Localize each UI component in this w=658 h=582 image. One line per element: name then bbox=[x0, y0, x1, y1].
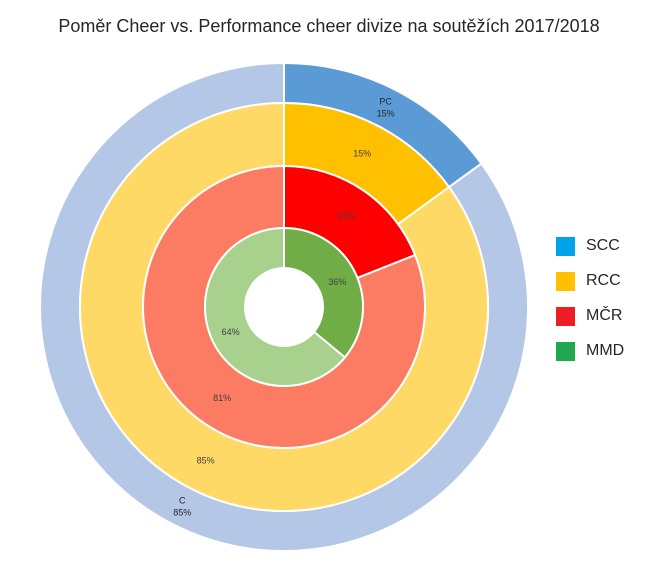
slice-value-label: 15% bbox=[353, 148, 371, 158]
legend-item: SCC bbox=[556, 236, 624, 256]
legend-item: MMD bbox=[556, 341, 624, 361]
legend-swatch bbox=[556, 236, 575, 256]
legend-label: SCC bbox=[586, 237, 620, 254]
slice-value-label: 85% bbox=[173, 508, 191, 518]
legend-label: RCC bbox=[586, 272, 621, 289]
slice-category-label: PC bbox=[379, 96, 392, 106]
legend-item: RCC bbox=[556, 271, 624, 291]
legend-swatch bbox=[556, 271, 575, 291]
chart-title: Poměr Cheer vs. Performance cheer divize… bbox=[58, 16, 600, 36]
slice-value-label: 81% bbox=[213, 393, 231, 403]
slice-value-label: 64% bbox=[222, 327, 240, 337]
legend-swatch bbox=[556, 306, 575, 326]
slice-value-label: 85% bbox=[197, 456, 215, 466]
slice-value-label: 19% bbox=[337, 211, 355, 221]
ring-3-slice-c bbox=[204, 226, 347, 387]
legend-label: MČR bbox=[586, 307, 623, 324]
legend-item: MČR bbox=[556, 306, 624, 326]
legend-label: MMD bbox=[586, 342, 625, 359]
slice-value-label: 15% bbox=[377, 108, 395, 118]
slice-category-label: C bbox=[179, 496, 186, 506]
slice-value-label: 36% bbox=[328, 277, 346, 287]
ring-3-slice-pc bbox=[283, 226, 364, 359]
legend-swatch bbox=[556, 341, 575, 361]
chart-legend: SCC RCC MČR MMD bbox=[556, 236, 624, 376]
